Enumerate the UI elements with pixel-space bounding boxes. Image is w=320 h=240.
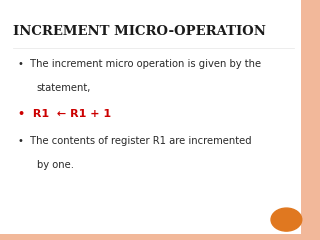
Text: •  The contents of register R1 are incremented: • The contents of register R1 are increm… <box>18 136 251 146</box>
Text: •  R1  ← R1 + 1: • R1 ← R1 + 1 <box>18 109 111 119</box>
Text: •  The increment micro operation is given by the: • The increment micro operation is given… <box>18 59 261 69</box>
Text: statement,: statement, <box>37 83 91 93</box>
Text: by one.: by one. <box>37 160 74 170</box>
Bar <box>0 234 301 240</box>
Bar <box>301 0 320 240</box>
Text: INCREMENT MICRO-OPERATION: INCREMENT MICRO-OPERATION <box>13 25 266 38</box>
Circle shape <box>271 208 302 231</box>
